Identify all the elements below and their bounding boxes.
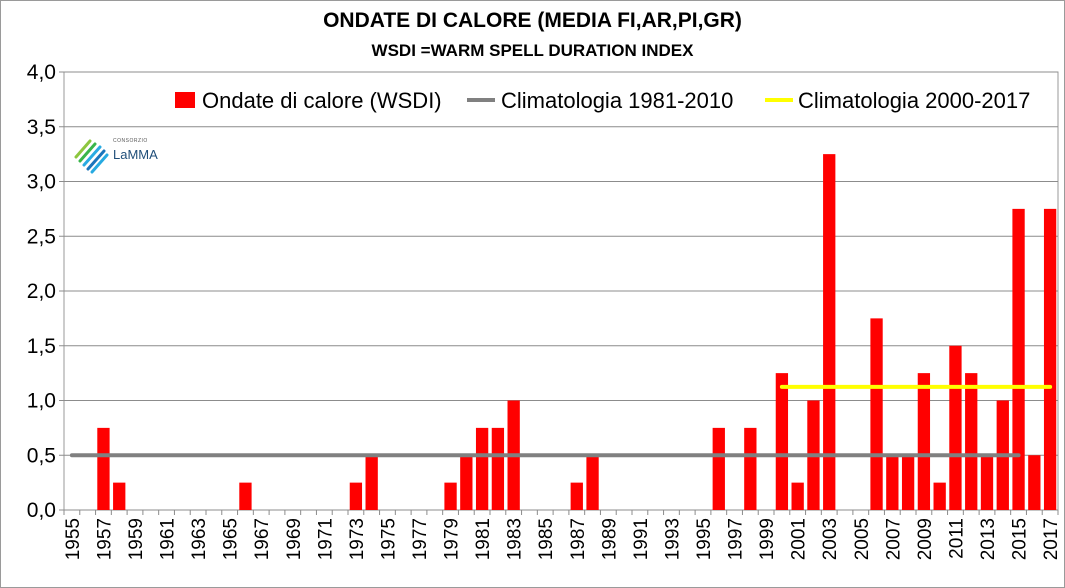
- x-tick-label: 2005: [852, 518, 873, 560]
- x-tick-label: 1981: [473, 518, 494, 560]
- x-tick-label: 1983: [505, 518, 526, 560]
- x-tick-label: 2009: [915, 518, 936, 560]
- legend-label: Climatologia 2000-2017: [798, 88, 1030, 113]
- bar: [1012, 208, 1025, 510]
- x-tick-label: 1997: [726, 518, 747, 560]
- bar: [933, 482, 946, 510]
- bar: [775, 373, 789, 510]
- x-tick-label: 1955: [63, 518, 84, 560]
- y-tick-label: 0,5: [27, 444, 56, 467]
- bar: [239, 482, 252, 510]
- x-tick-label: 1957: [94, 518, 115, 560]
- bar: [349, 482, 363, 510]
- bar: [870, 318, 883, 510]
- x-tick-label: 1977: [410, 518, 431, 560]
- bar: [97, 427, 110, 510]
- x-tick-label: 2001: [789, 518, 810, 560]
- bar: [460, 455, 473, 510]
- bar: [113, 482, 126, 510]
- y-tick-label: 3,5: [27, 116, 56, 139]
- x-tick-label: 1959: [126, 518, 147, 560]
- y-tick-label: 1,0: [27, 390, 56, 413]
- bar: [965, 373, 978, 510]
- y-tick-label: 1,5: [27, 335, 56, 358]
- logo-name: LaMMA: [113, 147, 158, 162]
- bar: [949, 345, 962, 510]
- bar: [901, 455, 915, 510]
- x-tick-label: 1961: [158, 518, 179, 560]
- legend-label: Climatologia 1981-2010: [501, 88, 733, 113]
- x-tick-label: 2017: [1041, 518, 1062, 560]
- x-tick-label: 2013: [978, 518, 999, 560]
- x-tick-label: 1979: [442, 518, 463, 560]
- bar: [791, 482, 804, 510]
- x-tick-label: 2011: [946, 518, 967, 559]
- x-tick-label: 1993: [662, 518, 683, 560]
- lamma-logo-icon: [74, 139, 109, 174]
- bar: [491, 427, 505, 510]
- bar: [444, 482, 457, 510]
- x-tick-label: 1965: [221, 518, 242, 560]
- x-tick-label: 1975: [378, 518, 399, 560]
- x-tick-label: 1963: [189, 518, 210, 560]
- bar: [744, 427, 757, 510]
- bar: [1028, 455, 1041, 510]
- chart-subtitle: WSDI =WARM SPELL DURATION INDEX: [371, 41, 694, 60]
- y-tick-label: 3,0: [27, 171, 56, 194]
- lamma-logo: CONSORZIO LaMMA: [73, 135, 183, 179]
- bar: [475, 427, 489, 510]
- chart-title: ONDATE DI CALORE (MEDIA FI,AR,PI,GR): [323, 9, 742, 32]
- x-tick-label: 2003: [820, 518, 841, 560]
- y-tick-label: 2,0: [27, 280, 56, 303]
- bar: [1043, 208, 1057, 510]
- x-tick-label: 1995: [694, 518, 715, 560]
- y-tick-label: 2,5: [27, 225, 56, 248]
- bar: [712, 427, 725, 510]
- x-tick-label: 1989: [599, 518, 620, 560]
- x-tick-label: 1999: [757, 518, 778, 560]
- bar: [917, 373, 931, 510]
- x-tick-label: 1973: [347, 518, 368, 560]
- x-tick-label: 1991: [631, 518, 652, 560]
- x-tick-label: 1971: [315, 518, 336, 560]
- bar: [980, 455, 994, 510]
- legend-swatch-wsdi: [175, 92, 195, 108]
- bar: [365, 455, 378, 510]
- x-tick-label: 1985: [536, 518, 557, 560]
- x-tick-label: 2015: [1010, 518, 1031, 560]
- x-tick-label: 2007: [883, 518, 904, 560]
- legend-label: Ondate di calore (WSDI): [202, 88, 442, 113]
- y-tick-label: 0,0: [27, 499, 56, 522]
- bar: [586, 455, 599, 510]
- bar: [570, 482, 583, 510]
- logo-small-text: CONSORZIO: [113, 138, 148, 144]
- x-tick-label: 1969: [284, 518, 305, 560]
- bar: [886, 455, 899, 510]
- y-tick-label: 4,0: [27, 61, 56, 84]
- bar: [823, 154, 836, 510]
- x-tick-label: 1987: [568, 518, 589, 560]
- x-tick-label: 1967: [252, 518, 273, 560]
